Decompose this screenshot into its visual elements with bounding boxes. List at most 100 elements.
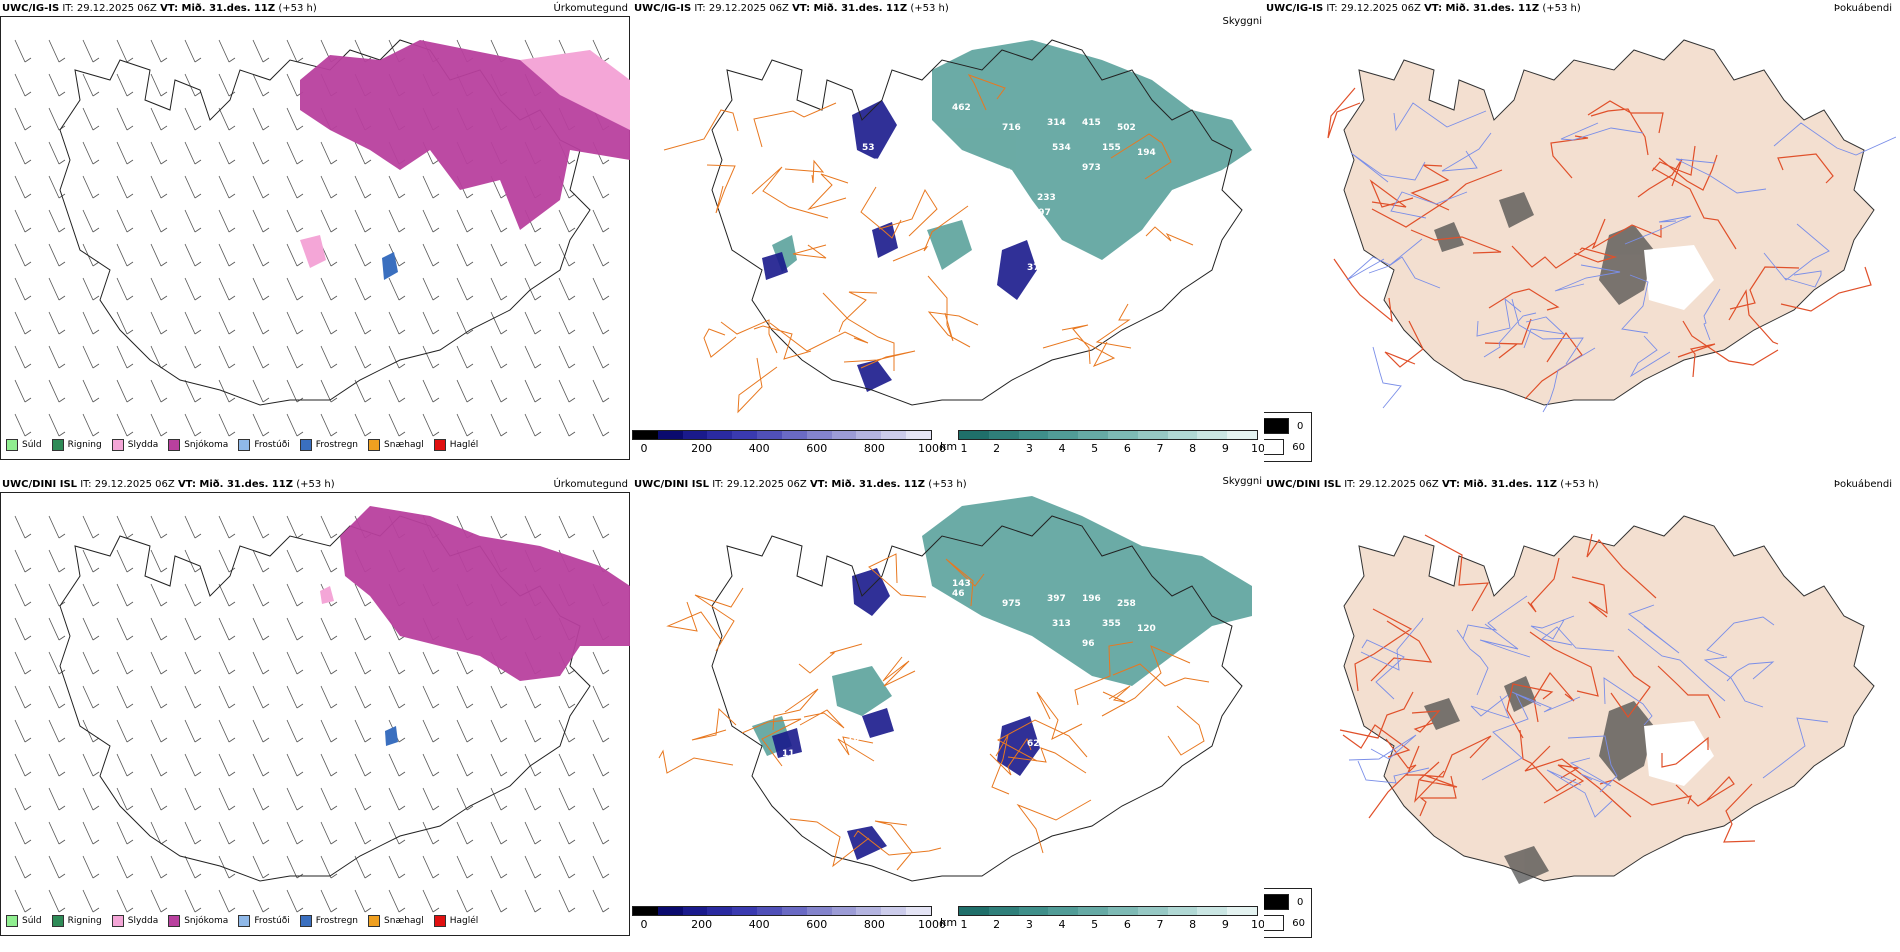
fog-white-area <box>1644 721 1714 786</box>
cloudbase-label: 258 <box>1117 599 1136 609</box>
colorbar-tick: 200 <box>691 918 713 931</box>
panel-name: Þokuábendi <box>1833 3 1892 14</box>
colorbar-tick: 3 <box>1025 442 1033 455</box>
visibility-colorbar: 1 2 3 4 5 6 7 8 9 10 km <box>940 430 1265 460</box>
network-line <box>1327 87 1872 400</box>
river-network <box>1348 595 1829 818</box>
colorbar-swatch <box>831 431 857 439</box>
panel-title: UWC/DINI ISL IT: 29.12.2025 06Z VT: Mið.… <box>634 479 967 490</box>
cloudbase-label: 196 <box>1082 594 1101 604</box>
colorbar-swatch <box>1137 431 1168 439</box>
colorbar-swatch <box>906 431 931 439</box>
cloudbase-label: 46 <box>952 589 965 599</box>
fog-white-area <box>1644 245 1714 310</box>
colorbar-swatch <box>657 907 683 915</box>
colorbar-tick: 800 <box>863 918 885 931</box>
road-network <box>663 74 1194 414</box>
cloudbase-label: 97 <box>902 143 915 153</box>
colorbar-swatches <box>632 430 932 440</box>
colorbar-swatch <box>1167 907 1198 915</box>
colorbar-tick: 600 <box>806 442 828 455</box>
cloudbase-label: 415 <box>1082 118 1101 128</box>
colorbar-ticks: 1 2 3 4 5 6 7 8 9 10 <box>958 442 1265 456</box>
legend-item: Slydda <box>111 915 158 927</box>
iceland-fog-map <box>1327 39 1896 413</box>
colorbar-swatch <box>757 907 782 915</box>
fog-grey-area <box>1434 192 1654 305</box>
cloudbase-label: 397 <box>1047 594 1066 604</box>
fog-grey-area <box>1424 676 1654 884</box>
legend-item: Snæhagl <box>368 439 424 451</box>
colorbar-tick: 1000 <box>918 442 946 455</box>
colorbar-tick: 6 <box>1123 918 1131 931</box>
river-network <box>1346 102 1896 413</box>
colorbar-tick: 800 <box>863 442 885 455</box>
colorbar-swatch <box>1018 431 1049 439</box>
panel-title: UWC/IG-IS IT: 29.12.2025 06Z VT: Mið. 31… <box>2 3 317 14</box>
colorbar-tick: 9 <box>1221 918 1229 931</box>
panel-title: UWC/IG-IS IT: 29.12.2025 06Z VT: Mið. 31… <box>1266 3 1581 14</box>
legend-swatch <box>1264 894 1289 910</box>
colorbar-tick: 200 <box>691 442 713 455</box>
legend-item: Rigning <box>51 915 102 927</box>
colorbar-swatches <box>958 906 1258 916</box>
cloudbase-label: 175 <box>992 168 1011 178</box>
colorbar-tick: 10 <box>1251 918 1264 931</box>
cloudbase-label: 534 <box>1052 143 1071 153</box>
fog-legend: 0 60 <box>1264 888 1312 938</box>
legend-swatch <box>1264 915 1285 931</box>
panel-title: UWC/DINI ISL IT: 29.12.2025 06Z VT: Mið.… <box>1266 479 1599 490</box>
precip-panel-row2: UWC/DINI ISL IT: 29.12.2025 06Z VT: Mið.… <box>0 476 632 952</box>
colorbar-swatch <box>806 431 832 439</box>
cloud-panel-row1: UWC/IG-IS IT: 29.12.2025 06Z VT: Mið. 31… <box>632 0 1264 476</box>
colorbar-tick: 400 <box>748 442 770 455</box>
snowfall-area <box>300 40 630 230</box>
network-line <box>1339 533 1756 843</box>
legend-swatch <box>6 915 18 927</box>
cloudbase-label: 314 <box>1047 118 1066 128</box>
cloudbase-label: 975 <box>1002 599 1021 609</box>
cloudbase-label: 131 <box>867 158 886 168</box>
cloudbase-label: 71 <box>847 258 860 268</box>
iceland-precip-map <box>14 39 630 437</box>
panel-name: Skyggni <box>1222 16 1262 27</box>
road-network <box>1339 533 1756 843</box>
legend-swatch <box>238 439 251 451</box>
fog-legend: 0 60 <box>1264 412 1312 462</box>
colorbar-swatch <box>856 907 882 915</box>
legend-swatch <box>1264 418 1289 434</box>
colorbar-tick: 2 <box>993 442 1001 455</box>
cloudbase-blue-area <box>772 568 1040 860</box>
cloudbase-label: 99 <box>902 619 915 629</box>
colorbar-swatch <box>732 907 758 915</box>
iceland-precip-map <box>14 506 630 913</box>
sleet-area <box>320 586 334 604</box>
colorbar-swatch <box>806 907 832 915</box>
legend-swatch <box>433 915 446 927</box>
colorbar-ticks: 0 200 400 600 800 1000 <box>632 918 947 932</box>
cloudbase-label: 88 <box>992 644 1005 654</box>
precip-panel-row1: UWC/IG-IS IT: 29.12.2025 06Z VT: Mið. 31… <box>0 0 632 476</box>
legend-swatch <box>433 439 446 451</box>
colorbar-swatch <box>831 907 857 915</box>
colorbar-swatch <box>633 907 658 915</box>
cloudbase-label: 67 <box>887 859 900 869</box>
colorbar-tick: 2 <box>993 918 1001 931</box>
legend-item: Snjókoma <box>168 439 228 451</box>
legend-item: Frostúði <box>238 439 290 451</box>
colorbar-unit: km <box>940 440 958 453</box>
cloudbase-label: 64 <box>907 719 920 729</box>
legend-swatch <box>111 915 124 927</box>
legend-item: Haglél <box>433 439 478 451</box>
colorbar-swatch <box>1137 907 1168 915</box>
colorbar-swatch <box>657 431 683 439</box>
colorbar-tick: 9 <box>1221 442 1229 455</box>
colorbar-swatch <box>1018 907 1049 915</box>
cloudbase-labels: 263 462 716 314 415 502 155 194 534 973 175 233 397 5… <box>782 98 1156 393</box>
freezing-rain-area <box>385 726 398 746</box>
colorbar-tick: 6 <box>1123 442 1131 455</box>
colorbar-swatch <box>1048 907 1079 915</box>
network-line <box>663 74 1194 414</box>
colorbar-tick: 8 <box>1189 442 1197 455</box>
colorbar-swatch <box>1197 431 1228 439</box>
